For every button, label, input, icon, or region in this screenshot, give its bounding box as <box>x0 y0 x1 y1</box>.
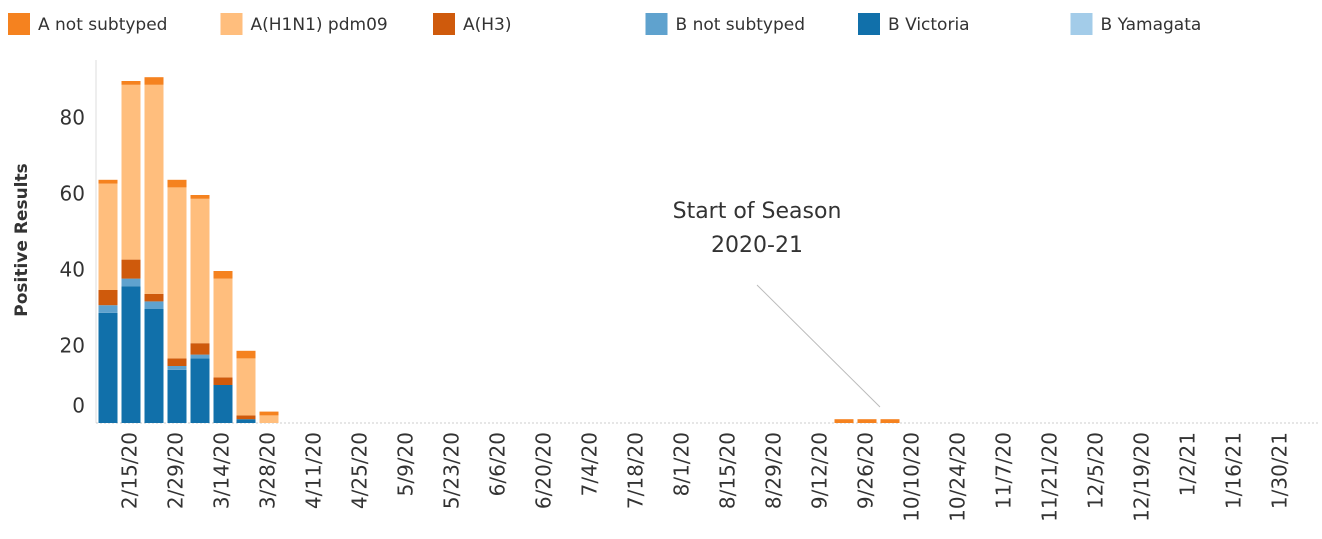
bar-segment <box>190 195 210 199</box>
legend-swatch <box>8 13 30 35</box>
legend-swatch <box>433 13 455 35</box>
bar-segment <box>144 309 164 423</box>
bar-segment <box>144 301 164 309</box>
bar-segment <box>190 343 210 355</box>
x-tick-label: 11/21/20 <box>1038 432 1062 522</box>
bar-segment <box>236 415 256 420</box>
bar-segment <box>236 358 256 416</box>
y-tick-label: 40 <box>60 258 85 282</box>
x-tick-label: 3/28/20 <box>256 432 280 509</box>
x-tick-label: 1/16/21 <box>1222 432 1246 509</box>
x-tick-label: 7/18/20 <box>624 432 648 509</box>
x-tick-label: 1/2/21 <box>1176 432 1200 496</box>
bar-segment <box>259 415 279 423</box>
bar-segment <box>167 358 187 366</box>
y-tick-label: 20 <box>60 334 85 358</box>
bar-segment <box>98 312 118 423</box>
legend-label: A(H3) <box>463 15 512 35</box>
y-axis-label: Positive Results <box>12 163 32 316</box>
annotation: 2020-21 <box>711 233 803 258</box>
bar-segment <box>144 77 164 85</box>
bar-segment <box>857 419 877 423</box>
bar-segment <box>144 293 164 302</box>
x-tick-label: 9/12/20 <box>808 432 832 509</box>
x-tick-label: 5/9/20 <box>394 432 418 496</box>
annotation: Start of Season <box>673 199 842 224</box>
x-tick-label: 1/30/21 <box>1268 432 1292 509</box>
bar-segment <box>167 179 187 188</box>
x-tick-label: 5/23/20 <box>440 432 464 509</box>
x-tick-label: 8/15/20 <box>716 432 740 509</box>
bar-segment <box>190 354 210 359</box>
bar-segment <box>121 286 141 423</box>
bar-segment <box>213 278 233 378</box>
x-tick-label: 10/10/20 <box>900 432 924 522</box>
bar-segment <box>98 179 118 184</box>
bar-segment <box>834 419 854 423</box>
bar-segment <box>98 305 118 313</box>
bar-segment <box>121 278 141 287</box>
x-tick-label: 4/25/20 <box>348 432 372 509</box>
bar-segment <box>121 81 141 85</box>
bar-segment <box>259 411 279 416</box>
bar-segment <box>236 350 256 359</box>
x-tick-label: 11/7/20 <box>992 432 1016 509</box>
legend-swatch <box>1070 13 1093 35</box>
legend-label: B Victoria <box>888 15 970 35</box>
x-tick-label: 2/15/20 <box>118 432 142 509</box>
y-tick-label: 60 <box>60 182 85 206</box>
bar-segment <box>121 259 141 279</box>
bar-segment <box>213 385 233 423</box>
bar-segment <box>213 377 233 385</box>
annotation-line <box>756 284 881 408</box>
bar-segment <box>98 183 118 290</box>
bar-segment <box>144 84 164 294</box>
x-tick-label: 8/29/20 <box>762 432 786 509</box>
legend-label: B not subtyped <box>676 15 806 35</box>
y-tick-label: 0 <box>72 394 85 418</box>
x-tick-label: 4/11/20 <box>302 432 326 509</box>
bar-segment <box>213 271 233 279</box>
bar-segment <box>190 198 210 344</box>
x-tick-label: 3/14/20 <box>210 432 234 509</box>
x-tick-label: 7/4/20 <box>578 432 602 496</box>
x-tick-label: 6/20/20 <box>532 432 556 509</box>
legend-label: A(H1N1) pdm09 <box>251 15 388 35</box>
legend-label: B Yamagata <box>1101 15 1202 35</box>
legend-swatch <box>220 13 243 35</box>
legend-swatch <box>645 13 668 35</box>
bar-segment <box>167 366 187 370</box>
bar-segment <box>167 369 187 423</box>
bar-segment <box>236 419 256 423</box>
bar-segment <box>190 358 210 423</box>
x-tick-label: 10/24/20 <box>946 432 970 522</box>
x-tick-label: 2/29/20 <box>164 432 188 509</box>
bar-segment <box>98 290 118 306</box>
bar-segment <box>121 84 141 260</box>
x-tick-label: 12/5/20 <box>1084 432 1108 509</box>
legend-swatch <box>858 13 880 35</box>
bar-segment <box>880 419 900 423</box>
x-tick-label: 6/6/20 <box>486 432 510 496</box>
legend-label: A not subtyped <box>38 15 167 35</box>
x-tick-label: 9/26/20 <box>854 432 878 509</box>
bar-segment <box>167 187 187 359</box>
x-tick-label: 12/19/20 <box>1130 432 1154 522</box>
x-tick-label: 8/1/20 <box>670 432 694 496</box>
y-tick-label: 80 <box>60 106 85 130</box>
